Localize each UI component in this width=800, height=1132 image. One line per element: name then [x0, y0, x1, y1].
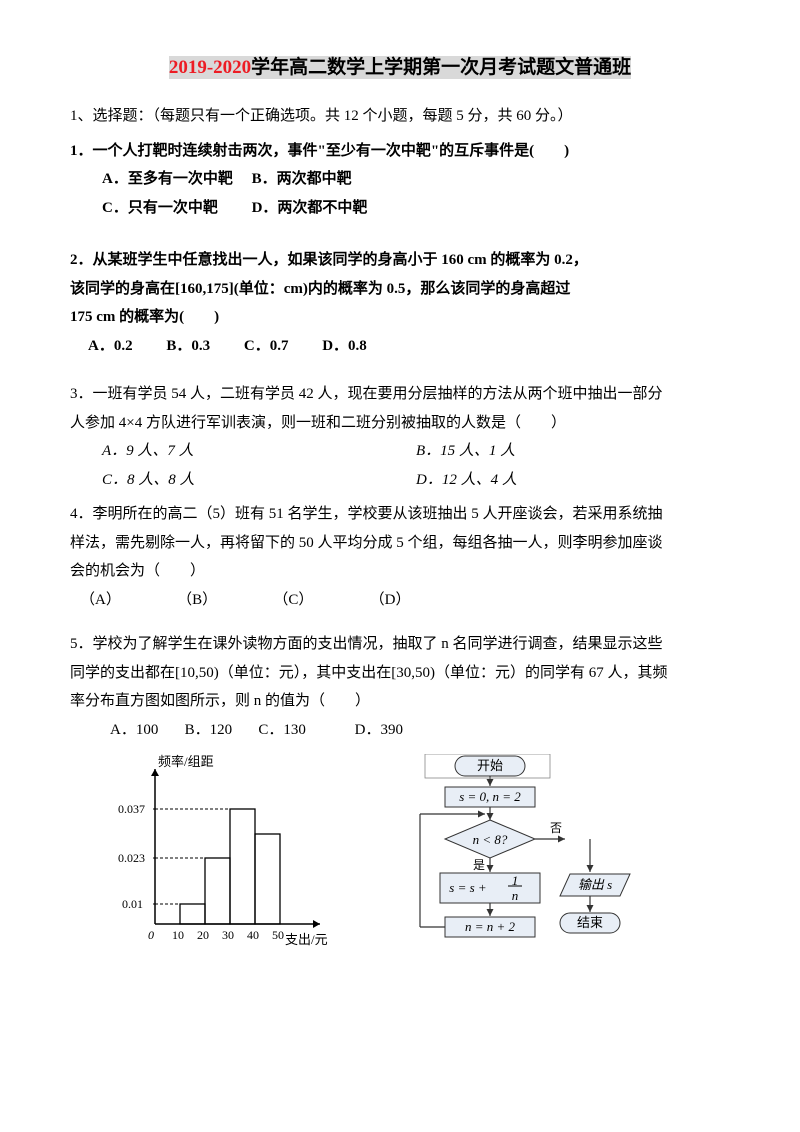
hist-xtick-0: 0 — [148, 928, 154, 942]
q2-opt-a: A．0.2 — [88, 338, 133, 354]
q1-opt-a: A．至多有一次中靶 — [102, 171, 233, 187]
q3-opt-a: A．9 人、7 人 — [102, 437, 416, 466]
q3-opt-c: C．8 人、8 人 — [102, 466, 416, 495]
q1-stem: 1．一个人打靶时连续射击两次，事件"至少有一次中靶"的互斥事件是( ) — [70, 137, 730, 166]
q2-opt-c: C．0.7 — [244, 338, 289, 354]
q2-options: A．0.2 B．0.3 C．0.7 D．0.8 — [70, 332, 730, 361]
q5-opt-b: B．120 — [185, 722, 233, 738]
q5-options: A．100 B．120 C．130 D．390 — [70, 716, 730, 745]
q2-opt-d: D．0.8 — [322, 338, 367, 354]
flow-no: 否 — [550, 821, 562, 835]
q4-opt-c: （C） — [273, 592, 313, 608]
hist-xtick-2: 20 — [197, 928, 209, 942]
title-highlighted-black: 学年高二数学上学期第一次月考试题文普通班 — [251, 56, 631, 79]
q3-opt-b: B．15 人、1 人 — [416, 437, 730, 466]
q3-options-row2: C．8 人、8 人 D．12 人、4 人 — [70, 466, 730, 495]
q4-stem2: 样法，需先剔除一人，再将留下的 50 人平均分成 5 个组，每组各抽一人，则李明… — [70, 529, 730, 558]
flow-inc: n = n + 2 — [465, 919, 516, 934]
q5-opt-a: A．100 — [110, 722, 158, 738]
hist-xtick-4: 40 — [247, 928, 259, 942]
title-highlighted-red: 2019-2020 — [169, 56, 251, 79]
q1-opt-c: C．只有一次中靶 — [102, 200, 218, 216]
hist-xtick-3: 30 — [222, 928, 234, 942]
q5-stem2: 同学的支出都在[10,50)（单位：元），其中支出在[30,50)（单位：元）的… — [70, 659, 730, 688]
q1-opt-b: B．两次都中靶 — [252, 171, 352, 187]
svg-text:n: n — [512, 888, 519, 903]
flow-start: 开始 — [477, 758, 503, 773]
hist-ylabel: 频率/组距 — [158, 754, 214, 769]
q2-opt-b: B．0.3 — [166, 338, 210, 354]
q5-opt-c: C．130 — [258, 722, 306, 738]
q4-stem1: 4．李明所在的高二（5）班有 51 名学生，学校要从该班抽出 5 人开座谈会，若… — [70, 500, 730, 529]
q2-stem1: 2．从某班学生中任意找出一人，如果该同学的身高小于 160 cm 的概率为 0.… — [70, 246, 730, 275]
q1-options: A．至多有一次中靶 B．两次都中靶 — [70, 165, 730, 194]
q5-opt-d: D．390 — [355, 722, 403, 738]
hist-ytick-0: 0.01 — [122, 897, 143, 911]
q2-stem2: 该同学的身高在[160,175](单位：cm)内的概率为 0.5，那么该同学的身… — [70, 275, 730, 304]
q2-stem3: 175 cm 的概率为( ) — [70, 303, 730, 332]
flow-end: 结束 — [577, 915, 603, 930]
svg-text:s = s +: s = s + — [449, 880, 486, 895]
flow-init: s = 0, n = 2 — [459, 789, 521, 804]
q3-stem2: 人参加 4×4 方队进行军训表演，则一班和二班分别被抽取的人数是（ ） — [70, 409, 730, 438]
page-title: 2019-2020学年高二数学上学期第一次月考试题文普通班 — [70, 50, 730, 86]
flowchart-figure: 开始 s = 0, n = 2 n < 8? 是 否 s = s + — [385, 754, 635, 979]
q5-stem3: 率分布直方图如图所示，则 n 的值为（ ） — [70, 687, 730, 716]
q4-options: （A） （B） （C） （D） — [70, 586, 730, 615]
flow-yes: 是 — [473, 858, 485, 872]
q4-opt-a: （A） — [80, 592, 121, 608]
q5-stem1: 5．学校为了解学生在课外读物方面的支出情况，抽取了 n 名同学进行调查，结果显示… — [70, 630, 730, 659]
hist-ytick-2: 0.037 — [118, 802, 145, 816]
section-heading: 1、选择题：（每题只有一个正确选项。共 12 个小题，每题 5 分，共 60 分… — [70, 102, 730, 131]
q3-options-row1: A．9 人、7 人 B．15 人、1 人 — [70, 437, 730, 466]
q3-opt-d: D．12 人、4 人 — [416, 466, 730, 495]
q3-stem1: 3．一班有学员 54 人，二班有学员 42 人，现在要用分层抽样的方法从两个班中… — [70, 380, 730, 409]
flow-cond: n < 8? — [473, 832, 508, 847]
hist-ytick-1: 0.023 — [118, 851, 145, 865]
flow-out: 输出 s — [578, 877, 612, 892]
hist-xlabel: 支出/元 — [285, 932, 328, 947]
q4-opt-b: （B） — [177, 592, 217, 608]
q4-stem3: 会的机会为（ ） — [70, 557, 730, 586]
hist-xtick-1: 10 — [172, 928, 184, 942]
q1-opt-d: D．两次都不中靶 — [252, 200, 368, 216]
histogram-figure: 频率/组距 支出/元 0.01 0.023 0.037 0 10 20 30 4… — [110, 754, 345, 954]
q4-opt-d: （D） — [370, 592, 411, 608]
hist-xtick-5: 50 — [272, 928, 284, 942]
